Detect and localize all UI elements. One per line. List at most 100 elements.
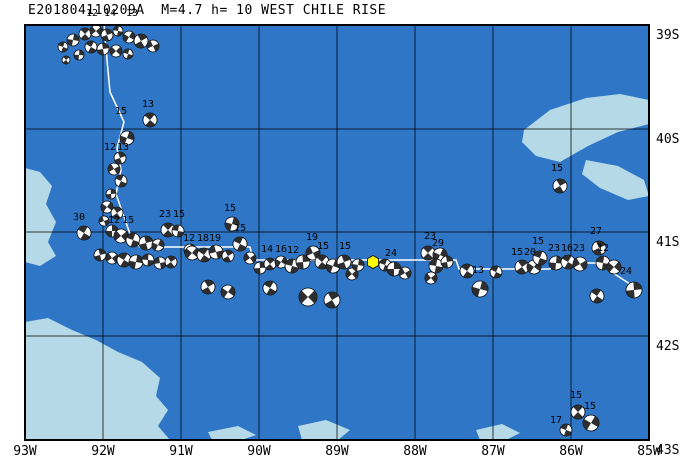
focal-mechanism [560, 254, 576, 270]
focal-mechanism [114, 174, 128, 188]
focal-mechanism-quadrants [399, 267, 411, 279]
focal-mechanism-quadrants [144, 113, 156, 127]
depth-label: 27 [590, 226, 602, 237]
focal-mechanism-quadrants [172, 225, 184, 237]
focal-mechanism-quadrants [549, 256, 563, 270]
focal-mechanism [345, 267, 359, 281]
focal-mechanism [514, 259, 530, 275]
focal-mechanism-quadrants [596, 256, 610, 270]
focal-mechanism [113, 228, 129, 244]
focal-mechanism [552, 178, 568, 194]
focal-mechanism [224, 216, 240, 232]
focal-mechanism [146, 39, 160, 53]
focal-mechanism [184, 245, 200, 261]
focal-mechanism-quadrants [126, 233, 140, 247]
shallow-bathymetry-region [522, 94, 649, 162]
y-tick-label: 43S [656, 443, 679, 458]
focal-mechanism [351, 258, 365, 272]
focal-mechanism [142, 112, 158, 128]
focal-mechanism-quadrants [112, 207, 122, 219]
focal-mechanism-quadrants [275, 256, 287, 268]
focal-mechanism-quadrants [114, 230, 128, 242]
x-tick-label: 91W [169, 444, 193, 459]
depth-label: 15 [173, 209, 185, 220]
focal-mechanism [314, 254, 330, 270]
depth-label: 12 [183, 233, 195, 244]
depth-label: 15 [224, 203, 236, 214]
focal-mechanism-quadrants [553, 179, 567, 193]
depth-label: 24 [620, 266, 632, 277]
x-tick-label: 86W [559, 444, 583, 459]
depth-label: 15 [234, 223, 246, 234]
focal-mechanism [459, 263, 475, 279]
depth-label: 15 [339, 241, 351, 252]
focal-mechanism-quadrants [254, 262, 266, 274]
map-frame [24, 24, 650, 441]
focal-mechanism-quadrants [209, 245, 223, 259]
focal-mechanism-quadrants [244, 253, 256, 263]
focal-mechanism-quadrants [306, 246, 320, 260]
focal-mechanism-quadrants [147, 40, 159, 52]
focal-mechanism [61, 55, 71, 65]
focal-mechanism [591, 240, 607, 256]
focal-mechanism-quadrants [106, 225, 118, 237]
focal-mechanism-quadrants [583, 416, 599, 430]
depth-label: 23 [424, 231, 436, 242]
focal-mechanism [262, 280, 278, 296]
focal-mechanism-quadrants [185, 247, 199, 259]
x-tick-label: 87W [481, 444, 505, 459]
focal-mechanism [220, 284, 236, 300]
focal-mechanism-quadrants [592, 241, 606, 255]
focal-mechanism [109, 44, 123, 58]
focal-mechanism [76, 225, 92, 241]
focal-mechanism-quadrants [80, 28, 90, 40]
focal-mechanism-quadrants [163, 223, 173, 237]
depth-label: 14 [261, 244, 273, 255]
focal-mechanism [160, 222, 176, 238]
x-tick-label: 85W [637, 444, 661, 459]
focal-mechanism [107, 162, 121, 176]
focal-mechanism [548, 255, 564, 271]
focal-mechanism [489, 265, 503, 279]
focal-mechanism [625, 281, 643, 299]
focal-mechanism-quadrants [325, 292, 339, 308]
focal-mechanism-quadrants [263, 281, 277, 295]
shallow-bathymetry-region [25, 318, 170, 440]
focal-mechanism [66, 33, 80, 47]
focal-mechanism-quadrants [533, 251, 547, 265]
x-tick-label: 90W [247, 444, 271, 459]
focal-mechanism-quadrants [90, 26, 102, 36]
focal-mechanism [295, 254, 311, 270]
focal-mechanism [200, 279, 216, 295]
x-tick-label: 92W [91, 444, 115, 459]
focal-mechanism-quadrants [94, 249, 106, 261]
focal-mechanism [323, 291, 341, 309]
depth-label: 15 [115, 106, 127, 117]
focal-mechanism [98, 215, 110, 227]
focal-mechanism [78, 27, 92, 41]
depth-label: 19 [306, 232, 318, 243]
focal-mechanism-quadrants [77, 226, 91, 240]
depth-label: 16 [561, 243, 573, 254]
focal-mechanism-quadrants [110, 46, 122, 56]
depth-label: 30 [73, 212, 85, 223]
focal-mechanism [164, 255, 178, 269]
focal-mechanism-quadrants [233, 237, 247, 251]
focal-mechanism-quadrants [85, 41, 97, 53]
focal-mechanism-quadrants [591, 289, 603, 303]
depth-label: 12 [108, 215, 120, 226]
focal-mechanism-quadrants [626, 282, 642, 298]
depth-label: 15 [584, 401, 596, 412]
focal-mechanism-quadrants [441, 256, 453, 268]
focal-mechanism [84, 40, 98, 54]
depth-label: 23 [159, 209, 171, 220]
depth-label: 15 [317, 241, 329, 252]
depth-label: 12 [104, 142, 116, 153]
focal-mechanism-quadrants [429, 259, 443, 273]
focal-mechanism [110, 206, 124, 220]
focal-mechanism-quadrants [326, 259, 340, 273]
focal-mechanism [572, 256, 588, 272]
focal-mechanism-quadrants [387, 262, 401, 276]
